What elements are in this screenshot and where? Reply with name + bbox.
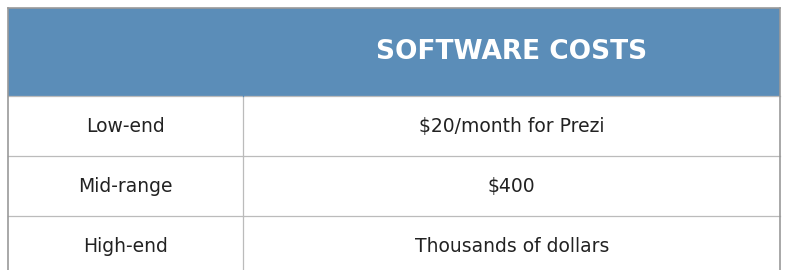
Text: $400: $400 — [488, 177, 536, 195]
Bar — [8, 96, 780, 156]
Text: High-end: High-end — [84, 237, 168, 255]
Text: $20/month for Prezi: $20/month for Prezi — [419, 116, 604, 136]
Text: Thousands of dollars: Thousands of dollars — [414, 237, 609, 255]
Bar — [8, 216, 780, 270]
Bar — [8, 8, 780, 96]
Bar — [8, 156, 780, 216]
Text: Low-end: Low-end — [87, 116, 165, 136]
Text: Mid-range: Mid-range — [79, 177, 173, 195]
Text: SOFTWARE COSTS: SOFTWARE COSTS — [376, 39, 647, 65]
